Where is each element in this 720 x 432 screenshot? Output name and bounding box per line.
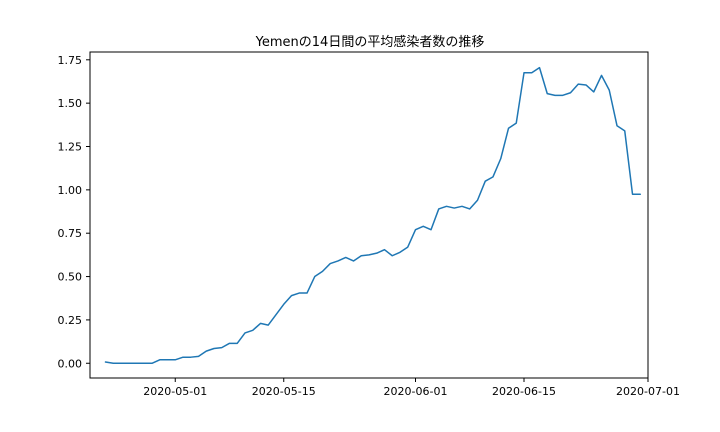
x-tick-label: 2020-05-01 <box>143 385 207 398</box>
plot-area-frame <box>89 51 649 379</box>
y-tick-label: 0.75 <box>58 227 83 240</box>
x-axis: 2020-05-01 2020-05-15 2020-06-01 2020-06-15… <box>143 378 680 398</box>
series-group <box>104 66 641 365</box>
y-tick-label: 0.50 <box>58 271 83 284</box>
y-tick-label: 1.25 <box>58 141 83 154</box>
y-tick-label: 1.75 <box>58 54 83 67</box>
x-tick-label: 2020-05-15 <box>252 385 316 398</box>
y-tick-label: 0.25 <box>58 314 83 327</box>
y-tick-label: 1.50 <box>58 97 83 110</box>
x-tick-label: 2020-06-15 <box>492 385 556 398</box>
series-line <box>104 66 641 365</box>
x-tick-label: 2020-07-01 <box>616 385 680 398</box>
y-axis: 0.00 0.25 0.50 0.75 1.00 1.25 1.50 1.75 <box>58 54 90 370</box>
chart-title: Yemenの14日間の平均感染者数の推移 <box>255 34 485 50</box>
y-tick-label: 0.00 <box>58 357 83 370</box>
x-tick-label: 2020-06-01 <box>384 385 448 398</box>
y-tick-label: 1.00 <box>58 184 83 197</box>
